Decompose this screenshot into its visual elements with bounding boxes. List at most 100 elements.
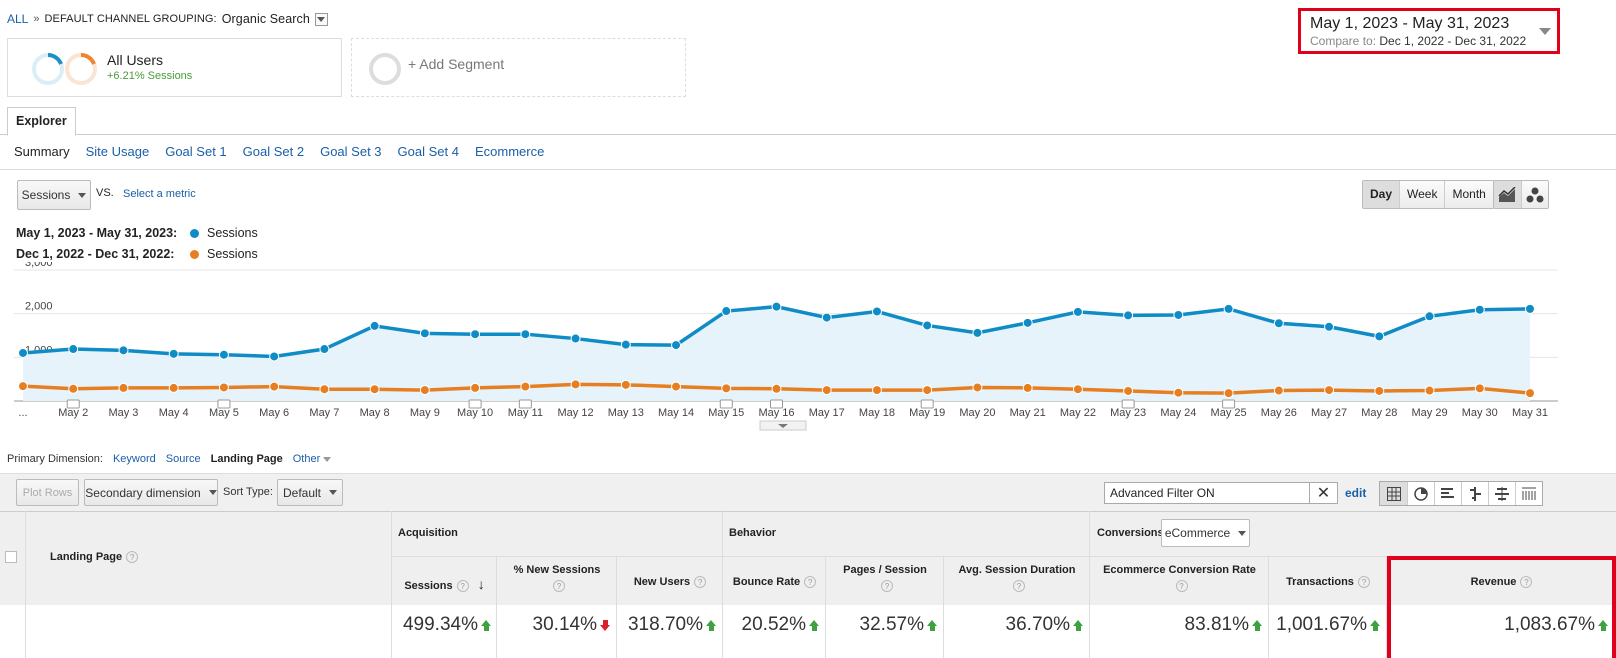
x-tick-label: May 14 [658,407,694,419]
metric-select[interactable]: Sessions [17,180,91,210]
chevron-down-icon [1238,530,1247,536]
breadcrumb-group-label: DEFAULT CHANNEL GROUPING: [44,13,217,25]
segment-all-users[interactable]: All Users +6.21% Sessions [7,38,342,97]
header-conv-rate[interactable]: Ecommerce Conversion Rate? [1103,564,1256,592]
annotation-marker [1121,399,1135,409]
header-avg-session[interactable]: Avg. Session Duration? [958,564,1076,592]
help-icon[interactable]: ? [1357,576,1370,589]
edit-filter-link[interactable]: edit [1345,486,1367,500]
data-point-current [671,340,682,351]
legend-previous-dot [190,249,199,259]
x-tick-label: May 31 [1512,407,1548,419]
filter-input[interactable]: Advanced Filter ON [1105,483,1310,503]
col-pages-session [826,557,944,658]
dimension-other[interactable]: Other [293,453,332,465]
header-new-sessions[interactable]: % New Sessions? [513,564,601,592]
x-tick-label: May 27 [1311,407,1347,419]
help-icon[interactable]: ? [881,580,893,592]
help-icon[interactable]: ? [1175,580,1188,592]
table-view-button[interactable] [1380,482,1407,505]
subtab-goal-set-4[interactable]: Goal Set 4 [397,144,459,159]
help-icon[interactable]: ? [694,576,707,589]
help-icon[interactable]: ? [126,551,139,564]
header-revenue[interactable]: Revenue? [1387,576,1616,589]
period-month-button[interactable]: Month [1444,181,1493,208]
dimension-source[interactable]: Source [165,453,201,465]
vs-label: VS. [96,187,114,199]
help-icon[interactable]: ? [1520,576,1533,589]
plot-rows-button[interactable]: Plot Rows [16,479,79,506]
sort-arrow-icon[interactable]: ↓ [477,576,485,592]
breadcrumb-dropdown-button[interactable] [314,12,328,26]
subtab-goal-set-2[interactable]: Goal Set 2 [242,144,305,159]
data-table: Landing Page? Acquisition Behavior Conve… [0,511,1616,658]
help-icon[interactable]: ? [553,580,565,592]
help-icon[interactable]: ? [804,576,817,589]
select-all-checkbox[interactable] [5,551,17,563]
line-chart-button[interactable] [1494,181,1522,208]
divider [0,169,1616,170]
data-point-current [269,351,280,362]
help-icon[interactable]: ? [456,580,469,593]
pivot-view-button[interactable] [1515,482,1542,505]
chevron-down-icon [323,457,332,462]
breadcrumb-separator: » [33,13,40,25]
data-point-previous [1072,384,1083,395]
sort-type-select[interactable]: Default [277,479,343,506]
period-day-button[interactable]: Day [1363,181,1400,208]
landing-page-header[interactable]: Landing Page? [50,551,139,564]
breadcrumb-all-link[interactable]: ALL [7,12,29,26]
dimension-keyword[interactable]: Keyword [112,453,156,465]
secondary-dimension-select[interactable]: Secondary dimension [84,479,218,506]
advanced-filter-field[interactable]: Advanced Filter ON ✕ [1104,482,1338,504]
data-point-current [118,345,129,356]
date-range-picker[interactable]: May 1, 2023 - May 31, 2023 Compare to: D… [1298,8,1560,54]
x-tick-label: May 9 [410,407,440,419]
col-transactions [1269,557,1387,658]
tab-explorer[interactable]: Explorer [7,107,76,136]
grid-icon [1386,486,1401,501]
data-point-current [369,320,380,331]
header-bounce-rate[interactable]: Bounce Rate? [723,576,826,589]
data-point-current [470,329,481,340]
comparison-view-button[interactable] [1461,482,1488,505]
header-new-users[interactable]: New Users? [617,576,723,589]
header-pages-session[interactable]: Pages / Session? [843,564,927,592]
subtab-site-usage[interactable]: Site Usage [85,144,150,159]
term-cloud-button[interactable] [1488,482,1515,505]
legend-current: May 1, 2023 - May 31, 2023: Sessions [16,226,258,240]
data-point-previous [671,381,682,392]
data-point-current [922,320,933,331]
add-segment-button[interactable]: + Add Segment [351,38,686,97]
header-transactions[interactable]: Transactions? [1269,576,1387,589]
add-segment-label: + Add Segment [408,56,505,72]
total-revenue: 1,083.67% [1387,614,1609,636]
col-avg-session [944,557,1090,658]
chart-type-toggle [1493,180,1549,209]
dimension-landing-page[interactable]: Landing Page [210,453,283,465]
close-icon[interactable]: ✕ [1316,485,1331,502]
data-point-current [168,348,179,359]
conversions-select[interactable]: eCommerce [1161,519,1250,547]
header-sessions[interactable]: Sessions? ↓ [404,576,485,593]
performance-view-button[interactable] [1434,482,1461,505]
x-tick-label: May 21 [1010,407,1046,419]
subtab-summary[interactable]: Summary [14,144,70,159]
col-sessions [392,557,497,658]
pie-view-button[interactable] [1407,482,1434,505]
acquisition-group [392,511,723,557]
subtab-goal-set-3[interactable]: Goal Set 3 [320,144,382,159]
subtab-ecommerce[interactable]: Ecommerce [474,144,545,159]
segment-title: All Users [107,52,164,68]
select-metric-link[interactable]: Select a metric [123,188,196,200]
total-avg-session: 36.70% [944,614,1084,636]
x-tick-label: May 8 [360,407,390,419]
motion-chart-button[interactable] [1521,181,1548,208]
y-tick-label: 2,000 [25,301,53,313]
help-icon[interactable]: ? [1013,580,1025,592]
checkbox-column [0,511,26,658]
subtab-goal-set-1[interactable]: Goal Set 1 [165,144,227,159]
group-acquisition: Acquisition [398,527,458,539]
period-week-button[interactable]: Week [1399,181,1445,208]
